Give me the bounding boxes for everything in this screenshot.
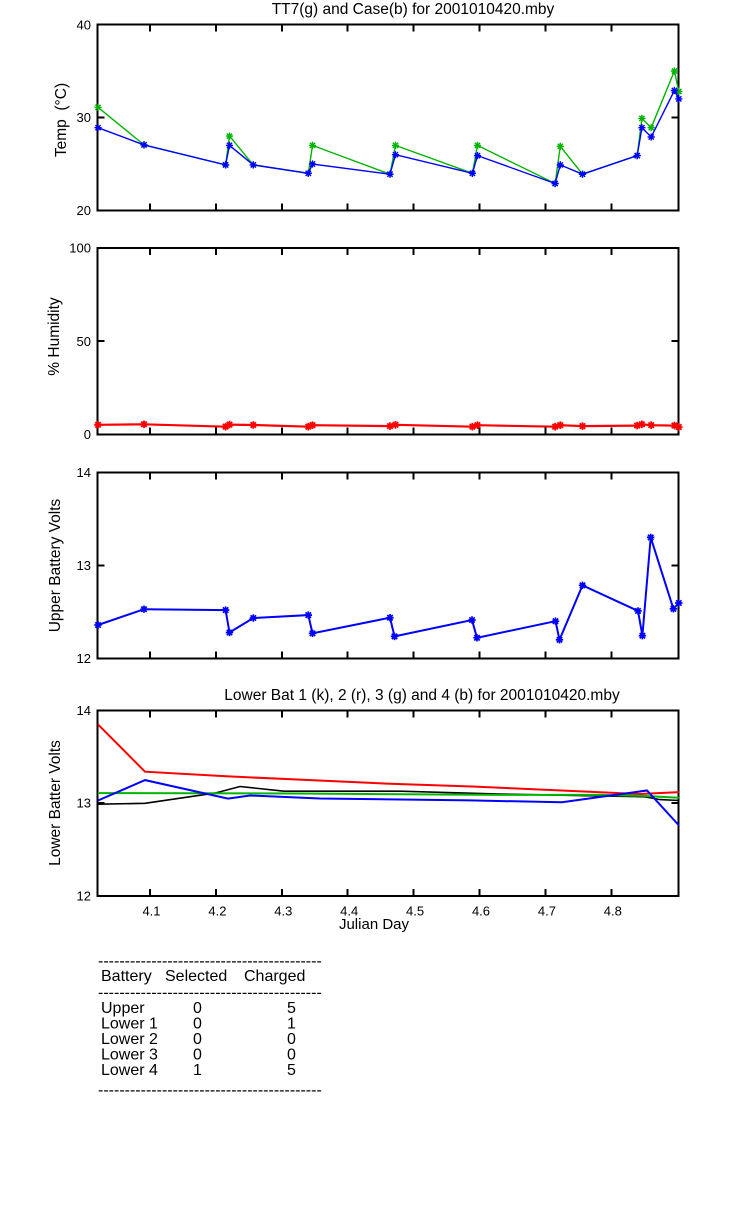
svg-text:% Humidity: % Humidity [46,297,63,376]
svg-text:0: 0 [287,1031,296,1048]
svg-text:0: 0 [193,1031,202,1048]
svg-text:4.5: 4.5 [406,904,424,919]
svg-text:Battery: Battery [101,968,152,985]
svg-text:TT7(g) and Case(b) for 2001010: TT7(g) and Case(b) for 2001010420.mby [272,1,555,18]
svg-text:------------------------------: ----------------------------------------… [98,1082,322,1099]
svg-text:1: 1 [287,1016,296,1033]
svg-text:Charged: Charged [244,968,305,985]
svg-text:12: 12 [77,889,91,904]
svg-text:5: 5 [287,1000,296,1017]
svg-text:0: 0 [193,1046,202,1063]
svg-text:------------------------------: ----------------------------------------… [98,985,322,1002]
svg-text:Lower 3: Lower 3 [101,1046,158,1063]
svg-text:12: 12 [77,651,91,666]
svg-text:4.7: 4.7 [538,904,556,919]
svg-text:0: 0 [287,1046,296,1063]
svg-text:Lower Bat 1 (k), 2 (r), 3 (g): Lower Bat 1 (k), 2 (r), 3 (g) and 4 (b) … [224,687,620,704]
svg-text:30: 30 [77,110,91,125]
svg-text:40: 40 [77,18,91,33]
svg-text:Selected: Selected [165,968,227,985]
svg-text:Upper Battery Volts: Upper Battery Volts [47,498,64,632]
svg-text:Lower 1: Lower 1 [101,1016,158,1033]
svg-text:Julian Day: Julian Day [339,916,410,933]
svg-text:14: 14 [77,465,91,480]
svg-text:4.4: 4.4 [340,904,358,919]
svg-text:100: 100 [69,241,91,256]
svg-text:50: 50 [77,334,91,349]
svg-text:Lower 2: Lower 2 [101,1031,158,1048]
svg-text:0: 0 [193,1016,202,1033]
svg-text:5: 5 [287,1062,296,1079]
svg-text:13: 13 [77,558,91,573]
svg-text:14: 14 [77,703,91,718]
svg-text:13: 13 [77,796,91,811]
svg-text:0: 0 [193,1000,202,1017]
svg-text:Temp (°C): Temp (°C) [53,83,70,157]
svg-text:20: 20 [77,203,91,218]
svg-text:0: 0 [84,427,91,442]
svg-text:Lower Batter Volts: Lower Batter Volts [47,740,64,866]
svg-text:Upper: Upper [101,1000,145,1017]
svg-text:4.6: 4.6 [472,904,490,919]
svg-text:4.1: 4.1 [142,904,160,919]
svg-text:4.8: 4.8 [604,904,622,919]
svg-text:------------------------------: ----------------------------------------… [98,953,322,970]
svg-text:1: 1 [193,1062,202,1079]
svg-text:4.3: 4.3 [274,904,292,919]
svg-text:Lower 4: Lower 4 [101,1062,158,1079]
svg-text:4.2: 4.2 [208,904,226,919]
